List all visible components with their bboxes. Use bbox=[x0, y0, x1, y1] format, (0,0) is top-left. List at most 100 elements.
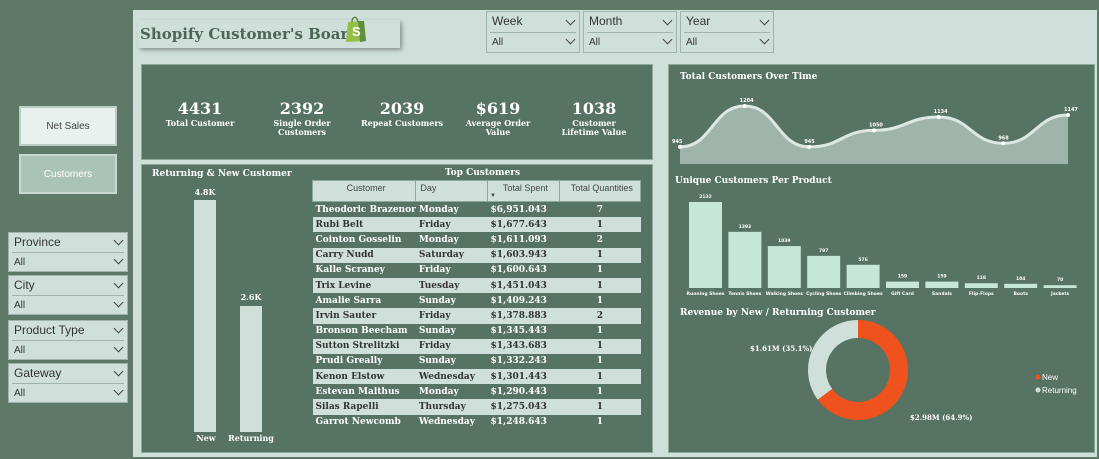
bar-value-label: 104 bbox=[1016, 276, 1025, 282]
data-label: 1050 bbox=[869, 122, 883, 128]
city-value[interactable]: All bbox=[14, 300, 26, 311]
cell-day: Wednesday bbox=[415, 369, 488, 385]
divider bbox=[12, 295, 124, 296]
chevron-down-icon[interactable] bbox=[113, 342, 124, 353]
donut-slice-returning bbox=[808, 320, 858, 400]
province-slicer[interactable]: Province All bbox=[8, 232, 128, 272]
product-bar bbox=[1004, 283, 1038, 288]
kpi-value: $619 bbox=[475, 99, 521, 118]
province-label: Province bbox=[14, 235, 61, 249]
donut-slice-new bbox=[817, 320, 908, 420]
table-row[interactable]: Garrot Newcomb Wednesday $1,248.643 1 bbox=[312, 414, 641, 430]
chevron-down-icon[interactable] bbox=[113, 254, 124, 265]
cell-customer: Theodoric Brazenor bbox=[312, 201, 416, 218]
table-row[interactable]: Cointon Gosselin Monday $1,611.093 2 bbox=[312, 232, 641, 248]
city-slicer[interactable]: City All bbox=[8, 275, 128, 315]
table-row[interactable]: Bronson Beecham Sunday $1,345.443 1 bbox=[312, 323, 641, 339]
customers-button[interactable]: Customers bbox=[19, 154, 117, 194]
month-slicer[interactable]: Month All bbox=[583, 11, 677, 53]
year-value[interactable]: All bbox=[686, 37, 698, 48]
product-bar bbox=[767, 246, 801, 288]
data-point bbox=[807, 144, 812, 149]
bar-category-label: Running Shoes bbox=[687, 291, 725, 297]
cell-customer: Estevan Malthus bbox=[312, 384, 416, 400]
table-row[interactable]: Estevan Malthus Monday $1,290.443 1 bbox=[312, 384, 641, 400]
chevron-down-icon[interactable] bbox=[113, 385, 124, 396]
cell-day: Friday bbox=[415, 262, 488, 278]
product-type-slicer[interactable]: Product Type All bbox=[8, 320, 128, 360]
product-bar bbox=[846, 264, 880, 288]
data-point bbox=[678, 144, 682, 149]
chevron-down-icon[interactable] bbox=[113, 297, 124, 308]
table-row[interactable]: Sutton Strelitzki Friday $1,343.683 1 bbox=[312, 338, 641, 354]
col-day[interactable]: Day bbox=[415, 180, 489, 202]
month-value[interactable]: All bbox=[589, 37, 601, 48]
chevron-down-icon bbox=[113, 278, 124, 289]
bar-value-label: 2132 bbox=[699, 194, 712, 200]
bar-new bbox=[194, 200, 216, 432]
cell-customer: Amalie Sarra bbox=[312, 293, 416, 309]
net-sales-button[interactable]: Net Sales bbox=[19, 106, 117, 146]
table-row[interactable]: Kenon Elstow Wednesday $1,301.443 1 bbox=[312, 369, 641, 385]
bar-category-label: New bbox=[196, 433, 216, 443]
cell-total-quantities: 1 bbox=[559, 217, 641, 233]
cell-total-quantities: 1 bbox=[559, 247, 641, 263]
cell-total-spent: $1,275.043 bbox=[487, 399, 560, 415]
week-slicer[interactable]: Week All bbox=[486, 11, 580, 53]
table-row[interactable]: Amalie Sarra Sunday $1,409.243 1 bbox=[312, 293, 641, 309]
top-customers-title: Top Customers bbox=[445, 168, 521, 178]
table-header-row: Customer Day Total Spent ▼ Total Quantiti… bbox=[311, 180, 642, 202]
cell-day: Thursday bbox=[415, 399, 488, 415]
cell-day: Sunday bbox=[415, 323, 488, 339]
slice-label-returning: $1.61M (35.1%) bbox=[750, 344, 812, 353]
year-slicer[interactable]: Year All bbox=[680, 11, 774, 53]
bar-returning bbox=[240, 306, 262, 432]
week-label: Week bbox=[492, 14, 523, 28]
cell-customer: Sutton Strelitzki bbox=[312, 338, 416, 354]
product-type-value[interactable]: All bbox=[14, 345, 26, 356]
week-value[interactable]: All bbox=[492, 37, 504, 48]
table-row[interactable]: Theodoric Brazenor Monday $6,951.043 7 bbox=[312, 201, 641, 218]
chevron-down-icon[interactable] bbox=[662, 34, 673, 45]
table-row[interactable]: Rubi Belt Friday $1,677.643 1 bbox=[312, 217, 641, 233]
kpi-value: 2392 bbox=[279, 99, 325, 118]
chart-title-over-time: Total Customers Over Time bbox=[680, 72, 818, 82]
cell-day: Tuesday bbox=[415, 277, 488, 294]
cell-total-quantities: 1 bbox=[559, 323, 641, 339]
table-row[interactable]: Prudi Greally Sunday $1,332.243 1 bbox=[312, 353, 641, 370]
chevron-down-icon[interactable] bbox=[759, 34, 770, 45]
table-row[interactable]: Kalle Scraney Friday $1,600.643 1 bbox=[312, 262, 641, 278]
divider bbox=[12, 340, 124, 341]
legend-label: Returning bbox=[1042, 386, 1077, 395]
cell-total-spent: $6,951.043 bbox=[487, 201, 560, 218]
col-total-quantities[interactable]: Total Quantities bbox=[558, 180, 642, 202]
cell-customer: Silas Rapelli bbox=[312, 399, 416, 415]
divider bbox=[490, 32, 576, 33]
col-customer[interactable]: Customer bbox=[311, 180, 417, 202]
cell-customer: Irvin Sauter bbox=[312, 308, 416, 324]
table-row[interactable]: Irvin Sauter Friday $1,378.883 2 bbox=[312, 308, 641, 324]
cell-customer: Cointon Gosselin bbox=[312, 232, 416, 248]
gateway-value[interactable]: All bbox=[14, 388, 26, 399]
chevron-down-icon bbox=[759, 15, 770, 26]
bar-category-label: Sandals bbox=[932, 291, 952, 297]
table-row[interactable]: Trix Levine Tuesday $1,451.043 1 bbox=[312, 277, 641, 294]
data-point bbox=[1066, 113, 1070, 117]
table-row[interactable]: Carry Nudd Saturday $1,603.943 1 bbox=[312, 247, 641, 263]
product-bar bbox=[689, 202, 722, 288]
cell-total-spent: $1,301.443 bbox=[487, 369, 560, 385]
cell-total-spent: $1,409.243 bbox=[487, 293, 560, 309]
cell-total-spent: $1,345.443 bbox=[487, 323, 560, 339]
province-value[interactable]: All bbox=[14, 257, 26, 268]
bar-category-label: Returning bbox=[228, 433, 274, 443]
col-total-spent[interactable]: Total Spent ▼ bbox=[487, 180, 560, 202]
table-row[interactable]: Silas Rapelli Thursday $1,275.043 1 bbox=[312, 399, 641, 415]
data-label: 1147 bbox=[1064, 107, 1078, 113]
chevron-down-icon[interactable] bbox=[565, 34, 576, 45]
gateway-slicer[interactable]: Gateway All bbox=[8, 363, 128, 403]
cell-total-quantities: 1 bbox=[559, 384, 641, 400]
cell-customer: Bronson Beecham bbox=[312, 323, 416, 339]
cell-total-quantities: 7 bbox=[559, 201, 641, 218]
sort-desc-icon[interactable]: ▼ bbox=[490, 193, 496, 199]
chevron-down-icon bbox=[113, 323, 124, 334]
